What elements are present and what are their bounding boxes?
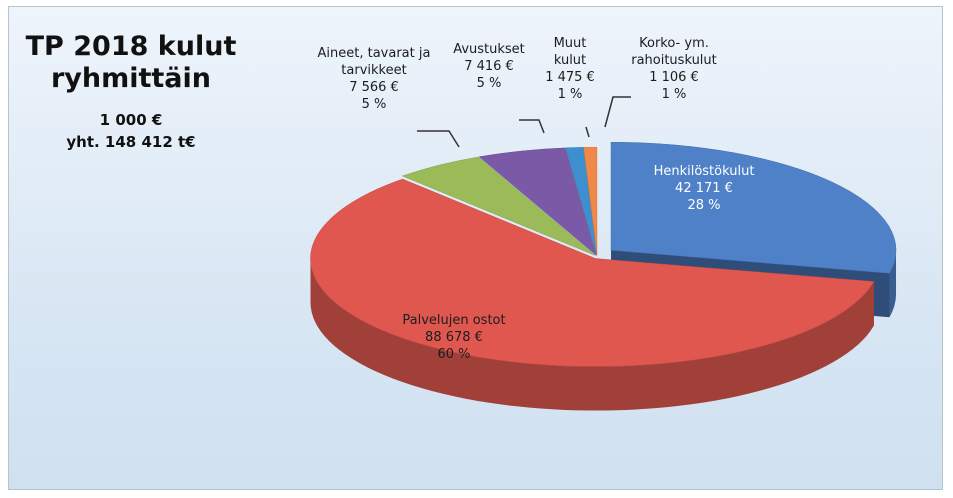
value-label: 1 475 € bbox=[545, 70, 595, 85]
slice-label: Avustukset 7 416 € 5 % bbox=[449, 41, 529, 92]
share-label: 5 % bbox=[476, 76, 502, 91]
leader-line bbox=[604, 96, 631, 128]
value-label: 88 678 € bbox=[425, 330, 483, 345]
category-label: Aineet, tavarat ja tarvikkeet bbox=[317, 46, 431, 78]
chart bbox=[310, 96, 897, 411]
category-label: Muut kulut bbox=[553, 36, 587, 68]
category-label: Avustukset bbox=[453, 42, 525, 57]
leader-line bbox=[417, 130, 460, 148]
slices bbox=[310, 141, 897, 367]
slice bbox=[583, 146, 598, 256]
share-label: 5 % bbox=[361, 97, 387, 112]
share-label: 60 % bbox=[437, 347, 471, 362]
chart-frame: TP 2018 kulut ryhmittäin 1 000 € yht. 14… bbox=[8, 6, 943, 490]
value-label: 7 566 € bbox=[349, 80, 399, 95]
slice-label: Henkilöstökulut 42 171 € 28 % bbox=[629, 163, 779, 214]
slice bbox=[401, 156, 596, 256]
leader-line bbox=[585, 126, 590, 138]
value-label: 1 106 € bbox=[649, 70, 699, 85]
slice bbox=[610, 141, 897, 274]
slice-side bbox=[889, 250, 897, 318]
chart-title: TP 2018 kulut ryhmittäin bbox=[25, 31, 237, 94]
category-label: Korko- ym. rahoituskulut bbox=[631, 36, 717, 68]
slice-label: Korko- ym. rahoituskulut 1 106 € 1 % bbox=[604, 35, 744, 103]
slice-label: Muut kulut 1 475 € 1 % bbox=[541, 35, 599, 103]
share-label: 1 % bbox=[661, 87, 687, 102]
share-label: 1 % bbox=[557, 87, 583, 102]
slice-label: Palvelujen ostot 88 678 € 60 % bbox=[379, 312, 529, 363]
value-label: 42 171 € bbox=[675, 181, 733, 196]
value-label: 7 416 € bbox=[464, 59, 514, 74]
slice-side bbox=[310, 258, 874, 411]
slice-label: Aineet, tavarat ja tarvikkeet 7 566 € 5 % bbox=[294, 45, 454, 113]
slice bbox=[478, 147, 597, 256]
total-label: yht. 148 412 t€ bbox=[66, 133, 196, 151]
category-label: Palvelujen ostot bbox=[402, 313, 506, 328]
share-label: 28 % bbox=[687, 198, 721, 213]
leader-line bbox=[519, 119, 545, 134]
unit-label: 1 000 € bbox=[99, 111, 163, 129]
slice bbox=[310, 178, 875, 367]
category-label: Henkilöstökulut bbox=[653, 164, 755, 179]
